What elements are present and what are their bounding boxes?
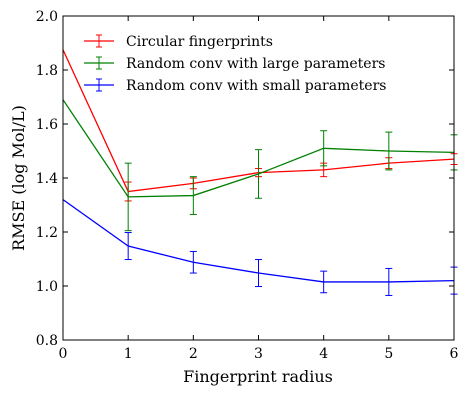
- x-tick-label: 0: [59, 346, 68, 362]
- legend-label: Random conv with small parameters: [126, 78, 386, 94]
- x-tick-label: 5: [384, 346, 393, 362]
- error-bar: [385, 131, 393, 171]
- error-bar: [320, 270, 328, 294]
- plot-area: [62, 49, 458, 296]
- error-bar: [189, 176, 197, 215]
- x-tick-label: 3: [254, 346, 263, 362]
- y-tick-label: 1.2: [36, 225, 58, 241]
- y-tick-label: 2.0: [36, 9, 58, 25]
- legend-label: Circular fingerprints: [126, 34, 273, 50]
- legend-entry-2: Random conv with large parameters: [84, 56, 385, 72]
- axes: 0 1 2 3 4 5 6 0.8 1.0 1.2 1.4 1.6 1.8 2.0: [36, 9, 459, 362]
- error-bar: [255, 149, 262, 199]
- error-bar: [124, 162, 132, 232]
- legend-entry-3: Random conv with small parameters: [84, 78, 386, 94]
- legend-entry-1: Circular fingerprints: [84, 34, 273, 50]
- legend-label: Random conv with large parameters: [126, 56, 385, 72]
- y-tick-label: 1.8: [36, 63, 58, 79]
- y-tick-label: 0.8: [36, 333, 58, 349]
- y-axis-label: RMSE (log Mol/L): [9, 105, 28, 251]
- x-tick-label: 1: [124, 346, 133, 362]
- error-bar: [255, 259, 262, 288]
- x-tick-label: 6: [450, 346, 459, 362]
- y-tick-label: 1.4: [36, 171, 58, 187]
- error-bar: [189, 250, 197, 274]
- x-axis-label: Fingerprint radius: [183, 367, 333, 386]
- x-tick-label: 2: [189, 346, 198, 362]
- y-tick-label: 1.0: [36, 279, 58, 295]
- error-bar: [124, 232, 132, 261]
- x-tick-label: 4: [319, 346, 328, 362]
- error-bar: [320, 130, 328, 167]
- error-bar: [385, 267, 393, 296]
- y-tick-label: 1.6: [36, 117, 58, 133]
- legend: Circular fingerprints Random conv with la…: [84, 34, 386, 94]
